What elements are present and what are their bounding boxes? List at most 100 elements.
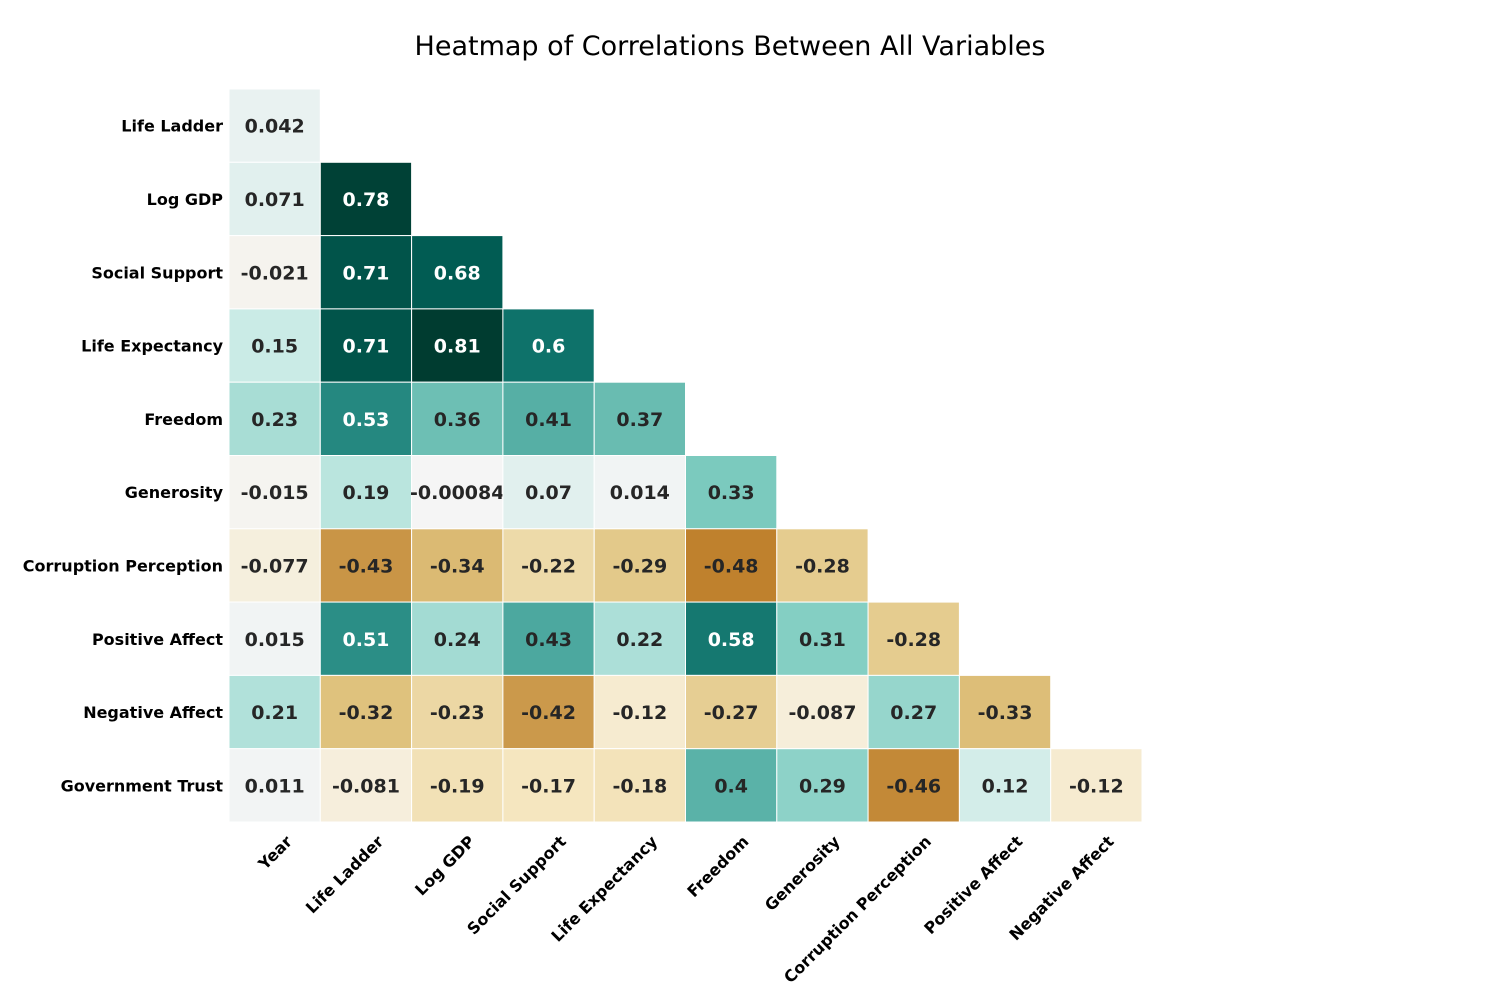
cell-value-label: 0.41 <box>525 409 572 431</box>
cell-value-label: -0.27 <box>704 702 759 724</box>
cell-value-label: 0.24 <box>434 629 481 651</box>
heatmap-cell <box>685 748 778 823</box>
cell-value-label: -0.28 <box>795 555 850 577</box>
heatmap-cell <box>502 381 595 457</box>
cell-value-label: 0.33 <box>708 482 755 504</box>
cell-value-label: 0.51 <box>343 629 390 651</box>
cell-value-label: 0.015 <box>245 629 305 651</box>
cell-value-label: 0.36 <box>434 409 481 431</box>
chart-title: Heatmap of Correlations Between All Vari… <box>415 31 1046 62</box>
cell-value-label: -0.43 <box>339 555 394 577</box>
heatmap-cell <box>502 748 595 823</box>
cell-value-label: 0.014 <box>610 482 670 504</box>
row-label: Freedom <box>144 410 223 429</box>
cell-value-label: -0.081 <box>332 775 400 797</box>
heatmap-cell <box>411 674 504 750</box>
heatmap-cell <box>593 748 687 823</box>
cell-value-label: -0.12 <box>612 702 667 724</box>
heatmap-cell <box>319 161 413 237</box>
heatmap-cell <box>411 235 504 310</box>
heatmap-cell <box>228 161 321 237</box>
heatmap-cell <box>319 674 413 750</box>
heatmap-cell <box>319 528 413 603</box>
column-label: Generosity <box>761 831 844 914</box>
heatmap-cell <box>319 308 413 383</box>
cell-value-label: -0.28 <box>886 629 941 651</box>
column-label: Corruption Perception <box>780 832 935 987</box>
row-label: Government Trust <box>61 776 224 795</box>
row-label: Life Ladder <box>121 117 223 136</box>
cell-value-label: -0.23 <box>430 702 485 724</box>
heatmap-cell <box>502 528 595 603</box>
heatmap-cell <box>776 528 869 603</box>
heatmap-cell <box>958 748 1052 823</box>
heatmap-cell <box>319 748 413 823</box>
cell-value-label: 0.12 <box>982 775 1029 797</box>
row-label: Social Support <box>91 263 223 282</box>
cell-value-label: 0.58 <box>708 629 755 651</box>
heatmap-cell <box>228 528 321 603</box>
cell-value-label: 0.37 <box>616 409 663 431</box>
heatmap-cell <box>228 748 321 823</box>
cell-value-label: -0.32 <box>339 702 394 724</box>
cell-value-label: -0.33 <box>978 702 1033 724</box>
heatmap-cell <box>228 601 321 676</box>
heatmap-cell <box>685 674 778 750</box>
cell-value-label: -0.22 <box>521 555 576 577</box>
cell-value-label: 0.07 <box>525 482 572 504</box>
column-label: Year <box>254 832 296 874</box>
cell-value-label: 0.042 <box>245 116 305 138</box>
heatmap-cell <box>411 748 504 823</box>
cell-value-label: 0.15 <box>251 336 298 358</box>
cell-value-label: -0.00084 <box>410 482 504 504</box>
row-label: Life Expectancy <box>81 337 223 356</box>
heatmap-cell <box>776 601 869 676</box>
cell-value-label: 0.21 <box>251 702 298 724</box>
row-label: Generosity <box>125 483 224 502</box>
row-label: Positive Affect <box>92 630 223 649</box>
cell-value-label: -0.12 <box>1069 775 1124 797</box>
heatmap-cell <box>319 455 413 530</box>
cell-value-label: 0.23 <box>251 409 298 431</box>
heatmap-cell <box>776 674 869 750</box>
cell-value-label: 0.29 <box>799 775 846 797</box>
heatmap-cell <box>685 528 778 603</box>
cell-value-label: 0.27 <box>890 702 937 724</box>
column-label: Log GDP <box>411 832 479 900</box>
heatmap-cell <box>958 674 1052 750</box>
heatmap-cells: 0.042 0.071 0.78 -0.021 0.71 0.68 0.15 0.71 0.81… <box>228 88 1143 823</box>
column-label: Freedom <box>683 832 752 901</box>
cell-value-label: -0.42 <box>521 702 576 724</box>
column-label: Social Support <box>463 832 570 939</box>
cell-value-label: 0.22 <box>616 629 663 651</box>
cell-value-label: 0.81 <box>434 336 481 358</box>
cell-value-label: 0.43 <box>525 629 572 651</box>
cell-value-label: -0.46 <box>886 775 941 797</box>
heatmap-cell <box>411 601 504 676</box>
cell-value-label: 0.071 <box>245 189 305 211</box>
heatmap-cell <box>502 674 595 750</box>
row-label: Corruption Perception <box>23 556 223 575</box>
heatmap-cell <box>319 381 413 457</box>
heatmap-cell <box>411 455 504 530</box>
column-label: Life Ladder <box>302 832 387 917</box>
heatmap-cell <box>228 674 321 750</box>
heatmap-cell <box>685 455 778 530</box>
heatmap-cell <box>1050 748 1143 823</box>
heatmap-cell <box>502 308 595 383</box>
cell-value-label: 0.71 <box>343 336 390 358</box>
cell-value-label: 0.4 <box>714 775 748 797</box>
heatmap-cell <box>593 455 687 530</box>
heatmap-cell <box>228 455 321 530</box>
heatmap-cell <box>228 235 321 310</box>
cell-value-label: -0.015 <box>241 482 309 504</box>
cell-value-label: -0.17 <box>521 775 576 797</box>
row-label: Negative Affect <box>83 703 223 722</box>
cell-value-label: -0.34 <box>430 555 485 577</box>
cell-value-label: 0.71 <box>343 262 390 284</box>
cell-value-label: 0.68 <box>434 262 481 284</box>
cell-value-label: 0.78 <box>343 189 390 211</box>
heatmap-cell <box>867 748 960 823</box>
